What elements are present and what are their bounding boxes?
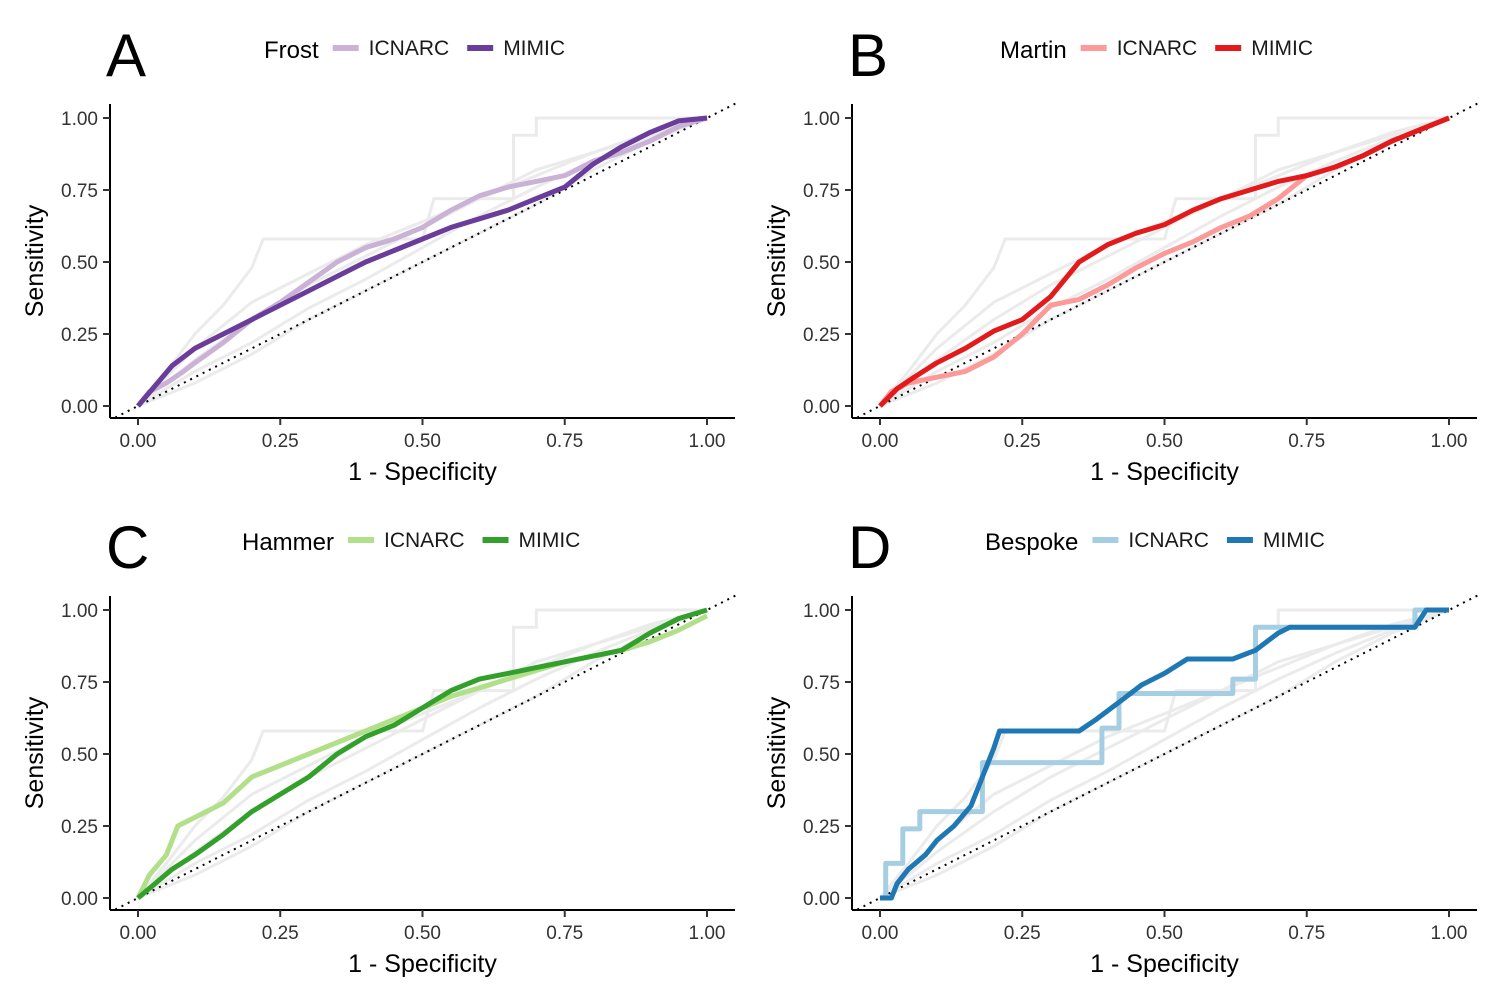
y-tick-label: 0.75 — [61, 673, 98, 694]
roc-curve-mimic — [880, 607, 1449, 901]
x-tick-label: 0.25 — [262, 923, 299, 944]
legend-label-icnarc: ICNARC — [384, 529, 465, 552]
y-tick-label: 0.25 — [803, 817, 840, 838]
roc-curve-mimic — [136, 115, 708, 408]
y-tick-label: 1.00 — [61, 601, 98, 622]
panel-c: C Hammer ICNARC MIMIC 0.00 0.25 0.50 0.75 1.00 0.… — [21, 514, 736, 978]
x-axis-title: 1 - Specificity — [1090, 950, 1239, 978]
legend-label-mimic: MIMIC — [503, 37, 565, 60]
legend-label-icnarc: ICNARC — [1128, 529, 1209, 552]
background-roc-curve — [137, 608, 708, 900]
panel-letter: D — [848, 514, 891, 581]
y-tick-label: 0.50 — [803, 253, 840, 274]
y-tick-label: 1.00 — [61, 109, 98, 130]
x-tick-label: 0.75 — [546, 431, 583, 452]
x-tick-label: 1.00 — [1431, 431, 1468, 452]
x-tick-label: 0.50 — [404, 431, 441, 452]
x-tick-label: 0.25 — [262, 431, 299, 452]
y-axis-title: Sensitivity — [763, 696, 791, 809]
x-tick-label: 0.00 — [862, 923, 899, 944]
x-tick-label: 0.25 — [1004, 431, 1041, 452]
panel-d: D Bespoke ICNARC MIMIC 0.00 0.25 0.50 0.75 1.00 0… — [763, 514, 1478, 978]
x-tick-label: 1.00 — [689, 431, 726, 452]
background-roc-curve — [879, 116, 1450, 408]
x-tick-label: 1.00 — [1431, 923, 1468, 944]
roc-curve-icnarc — [880, 607, 1449, 901]
x-tick-label: 1.00 — [689, 923, 726, 944]
x-tick-label: 0.50 — [1146, 431, 1183, 452]
y-tick-label: 0.00 — [803, 889, 840, 910]
legend-title: Frost — [264, 37, 319, 64]
y-axis-title: Sensitivity — [21, 696, 49, 809]
y-tick-label: 0.00 — [61, 397, 98, 418]
y-tick-label: 0.75 — [803, 673, 840, 694]
y-tick-label: 0.25 — [61, 325, 98, 346]
y-tick-label: 0.25 — [803, 325, 840, 346]
y-tick-label: 0.00 — [803, 397, 840, 418]
x-tick-label: 0.75 — [1288, 923, 1325, 944]
legend-title: Hammer — [242, 529, 334, 556]
y-axis-title: Sensitivity — [763, 204, 791, 317]
legend-label-icnarc: ICNARC — [369, 37, 450, 60]
x-tick-label: 0.25 — [1004, 923, 1041, 944]
x-tick-label: 0.50 — [404, 923, 441, 944]
roc-curve-mimic — [878, 115, 1450, 408]
y-tick-label: 0.75 — [803, 181, 840, 202]
x-axis-title: 1 - Specificity — [348, 950, 497, 978]
legend-label-mimic: MIMIC — [519, 529, 581, 552]
panel-a: A Frost ICNARC MIMIC 0.00 0.25 0.50 0.75 1.00 0.0… — [21, 22, 736, 486]
legend-title: Martin — [1000, 37, 1067, 64]
x-tick-label: 0.50 — [1146, 923, 1183, 944]
background-roc-curve — [878, 116, 1449, 407]
panel-b: B Martin ICNARC MIMIC 0.00 0.25 0.50 0.75 1.00 0.… — [763, 22, 1478, 486]
y-tick-label: 0.50 — [61, 253, 98, 274]
legend-label-mimic: MIMIC — [1251, 37, 1313, 60]
legend-label-mimic: MIMIC — [1263, 529, 1325, 552]
legend-title: Bespoke — [985, 529, 1078, 556]
roc-curve-mimic — [136, 607, 708, 900]
y-tick-label: 0.75 — [61, 181, 98, 202]
y-tick-label: 1.00 — [803, 109, 840, 130]
x-tick-label: 0.00 — [120, 431, 157, 452]
panel-letter: A — [106, 22, 146, 89]
y-tick-label: 0.50 — [803, 745, 840, 766]
x-tick-label: 0.75 — [1288, 431, 1325, 452]
y-axis-title: Sensitivity — [21, 204, 49, 317]
y-tick-label: 1.00 — [803, 601, 840, 622]
background-roc-curve — [879, 608, 1450, 900]
y-tick-label: 0.25 — [61, 817, 98, 838]
x-tick-label: 0.00 — [862, 431, 899, 452]
x-tick-label: 0.75 — [546, 923, 583, 944]
x-axis-title: 1 - Specificity — [348, 458, 497, 486]
panel-letter: B — [848, 22, 888, 89]
y-tick-label: 0.00 — [61, 889, 98, 910]
legend-label-icnarc: ICNARC — [1117, 37, 1198, 60]
background-roc-curve — [136, 608, 707, 899]
y-tick-label: 0.50 — [61, 745, 98, 766]
x-tick-label: 0.00 — [120, 923, 157, 944]
x-axis-title: 1 - Specificity — [1090, 458, 1239, 486]
panel-letter: C — [106, 514, 149, 581]
